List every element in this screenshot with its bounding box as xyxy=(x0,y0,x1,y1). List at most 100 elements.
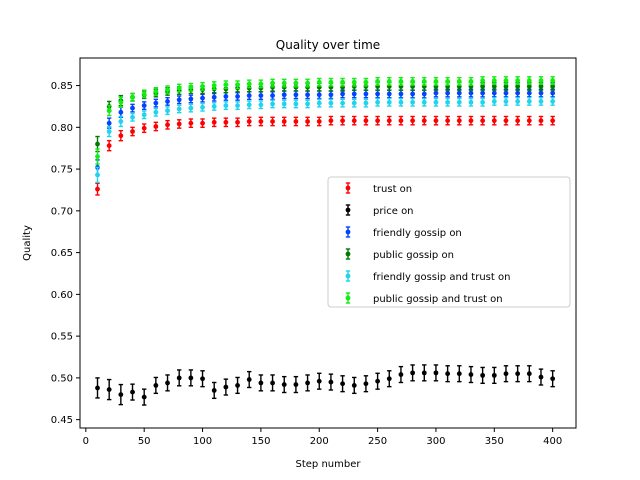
data-point xyxy=(118,392,124,397)
data-point xyxy=(503,99,509,104)
data-point xyxy=(480,372,486,378)
data-point xyxy=(526,78,532,83)
data-point xyxy=(515,90,521,96)
data-point xyxy=(235,82,240,88)
data-point xyxy=(421,78,427,84)
legend-item-price-on: price on xyxy=(345,204,414,217)
data-point xyxy=(398,99,404,105)
data-point xyxy=(363,118,369,124)
data-point xyxy=(480,83,486,89)
data-point xyxy=(421,91,427,97)
x-tick-label: 300 xyxy=(426,436,445,447)
data-point xyxy=(351,79,357,85)
data-point xyxy=(188,375,194,381)
plot-frame xyxy=(79,57,577,429)
x-tick-label: 400 xyxy=(543,436,562,447)
data-point xyxy=(223,119,229,125)
data-point xyxy=(526,99,532,104)
data-point xyxy=(491,83,497,89)
legend-item-public-gossip-on: public gossip on xyxy=(345,248,454,261)
data-point xyxy=(281,92,287,98)
x-tick-label: 50 xyxy=(138,436,151,447)
data-point xyxy=(328,379,334,385)
data-point xyxy=(258,93,264,98)
data-point xyxy=(526,118,532,124)
data-point xyxy=(165,122,170,128)
data-point xyxy=(141,394,147,400)
data-point xyxy=(456,118,462,124)
x-tick-label: 0 xyxy=(83,436,89,447)
series-layer xyxy=(95,76,556,406)
series-price-on xyxy=(95,364,556,406)
data-point xyxy=(258,81,264,87)
data-point xyxy=(130,129,135,134)
data-point xyxy=(200,95,205,101)
data-point xyxy=(95,186,100,192)
data-point xyxy=(95,172,100,178)
data-point xyxy=(165,108,170,114)
x-axis-label: Step number xyxy=(296,459,362,470)
data-point xyxy=(328,92,334,98)
data-point xyxy=(515,371,521,377)
data-point xyxy=(386,91,392,97)
x-tick-label: 100 xyxy=(193,436,212,447)
data-point xyxy=(340,118,345,124)
data-point xyxy=(445,78,451,84)
data-point xyxy=(305,80,310,86)
data-point xyxy=(153,124,159,129)
data-point xyxy=(375,78,380,84)
data-point xyxy=(223,384,229,390)
data-point xyxy=(305,101,310,107)
data-point xyxy=(538,118,544,124)
data-point xyxy=(293,119,299,124)
data-point xyxy=(118,109,124,115)
data-point xyxy=(223,103,229,109)
y-tick-label: 0.55 xyxy=(51,332,73,343)
data-point xyxy=(316,79,322,85)
data-point xyxy=(106,129,112,134)
data-point xyxy=(445,90,451,96)
y-axis-ticks: 0.45 0.50 0.55 0.60 0.65 0.70 0.75 0.80 0.85 xyxy=(51,81,80,426)
data-point xyxy=(141,125,147,131)
data-point xyxy=(538,90,544,96)
data-point xyxy=(188,120,194,126)
data-point xyxy=(351,383,357,388)
series-public-gossip-on xyxy=(95,81,556,153)
data-point xyxy=(398,372,404,377)
legend-marker-point xyxy=(345,229,351,235)
data-point xyxy=(153,100,159,106)
data-point xyxy=(445,118,451,124)
y-tick-label: 0.75 xyxy=(51,165,73,176)
y-tick-label: 0.50 xyxy=(51,373,73,384)
data-point xyxy=(538,374,544,380)
data-point xyxy=(270,93,275,98)
data-point xyxy=(141,91,147,97)
data-point xyxy=(398,118,404,124)
legend-box xyxy=(327,176,571,308)
data-point xyxy=(246,93,252,98)
data-point xyxy=(456,371,462,377)
data-point xyxy=(153,109,159,115)
data-point xyxy=(200,120,205,126)
data-point xyxy=(211,104,217,109)
y-tick-label: 0.85 xyxy=(51,81,73,92)
y-tick-label: 0.70 xyxy=(51,206,73,217)
data-point xyxy=(316,100,322,106)
data-point xyxy=(445,99,451,105)
data-point xyxy=(235,383,240,388)
data-point xyxy=(515,78,521,83)
legend-item-friendly-gossip-and-trust-on: friendly gossip and trust on xyxy=(345,270,510,283)
data-point xyxy=(188,105,194,111)
x-tick-label: 350 xyxy=(485,436,504,447)
data-point xyxy=(386,118,392,124)
data-point xyxy=(281,119,287,124)
data-point xyxy=(305,92,310,98)
data-point xyxy=(550,99,556,104)
data-point xyxy=(235,94,240,99)
legend-label: price on xyxy=(373,206,414,217)
data-point xyxy=(491,90,497,96)
data-point xyxy=(118,99,124,105)
legend-item-trust-on: trust on xyxy=(345,182,412,195)
y-axis-label: Quality xyxy=(22,225,33,261)
